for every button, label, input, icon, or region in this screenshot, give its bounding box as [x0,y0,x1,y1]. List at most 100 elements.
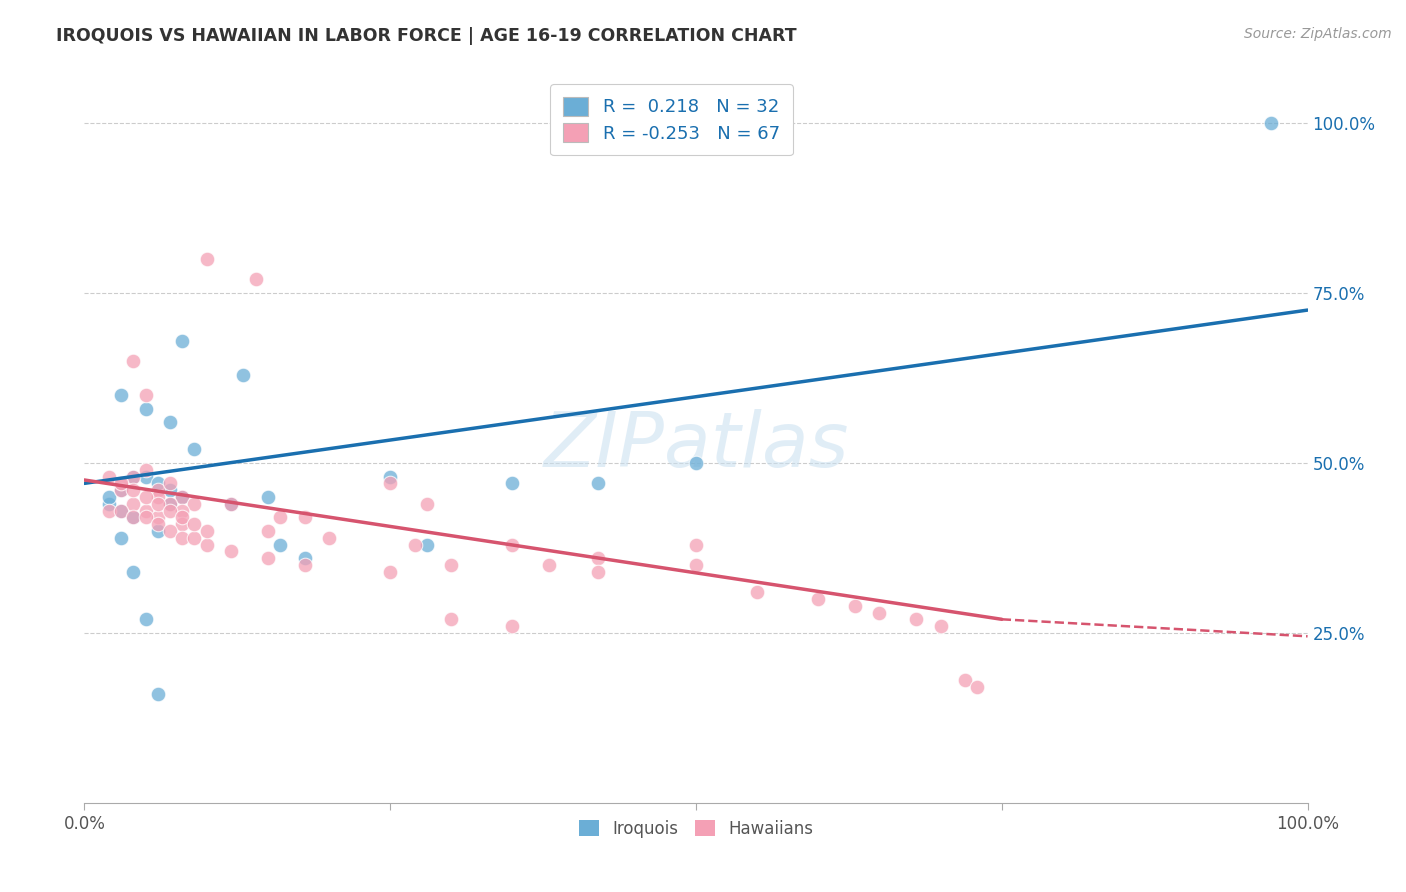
Point [1260,116,1282,130]
Point [159,524,181,538]
Point [110,531,132,545]
Point [502,476,524,491]
Point [159,483,181,498]
Point [97,469,120,483]
Point [110,503,132,517]
Point [183,497,205,511]
Point [159,497,181,511]
Point [416,497,439,511]
Point [245,272,267,286]
Point [380,476,402,491]
Point [97,497,120,511]
Point [219,544,242,558]
Point [502,537,524,551]
Point [172,531,194,545]
Point [122,354,145,368]
Point [146,497,169,511]
Point [905,612,928,626]
Point [219,497,242,511]
Point [380,469,402,483]
Point [232,368,254,382]
Point [380,565,402,579]
Point [135,490,157,504]
Point [440,558,463,572]
Point [416,537,439,551]
Legend: Iroquois, Hawaiians: Iroquois, Hawaiians [572,814,820,845]
Point [294,551,316,566]
Point [135,388,157,402]
Point [122,565,145,579]
Point [159,503,181,517]
Point [502,619,524,633]
Point [183,531,205,545]
Point [97,490,120,504]
Point [135,510,157,524]
Point [146,517,169,532]
Point [172,517,194,532]
Text: IROQUOIS VS HAWAIIAN IN LABOR FORCE | AGE 16-19 CORRELATION CHART: IROQUOIS VS HAWAIIAN IN LABOR FORCE | AG… [56,27,797,45]
Point [146,483,169,498]
Point [195,537,218,551]
Text: ZIPatlas: ZIPatlas [543,409,849,483]
Point [195,252,218,266]
Point [122,483,145,498]
Point [159,476,181,491]
Point [159,415,181,429]
Point [146,524,169,538]
Point [172,334,194,348]
Point [97,503,120,517]
Point [146,510,169,524]
Point [135,463,157,477]
Point [135,401,157,416]
Point [172,503,194,517]
Point [172,490,194,504]
Point [294,558,316,572]
Point [122,469,145,483]
Point [146,490,169,504]
Point [122,497,145,511]
Point [219,497,242,511]
Point [586,565,609,579]
Point [318,531,340,545]
Point [685,537,707,551]
Text: Source: ZipAtlas.com: Source: ZipAtlas.com [1244,27,1392,41]
Point [538,558,561,572]
Point [122,510,145,524]
Point [146,476,169,491]
Point [183,442,205,457]
Point [747,585,769,599]
Point [257,524,280,538]
Point [146,687,169,701]
Point [122,510,145,524]
Point [110,483,132,498]
Point [966,680,988,694]
Point [135,469,157,483]
Point [844,599,866,613]
Point [586,476,609,491]
Point [269,510,291,524]
Point [195,524,218,538]
Point [135,612,157,626]
Point [404,537,426,551]
Point [110,503,132,517]
Point [172,510,194,524]
Point [159,497,181,511]
Point [135,503,157,517]
Point [257,551,280,566]
Point [110,388,132,402]
Point [122,469,145,483]
Point [294,510,316,524]
Point [172,490,194,504]
Point [685,456,707,470]
Point [257,490,280,504]
Point [110,476,132,491]
Point [183,517,205,532]
Point [110,476,132,491]
Point [807,591,830,606]
Point [110,483,132,498]
Point [929,619,952,633]
Point [269,537,291,551]
Point [586,551,609,566]
Point [440,612,463,626]
Point [869,606,891,620]
